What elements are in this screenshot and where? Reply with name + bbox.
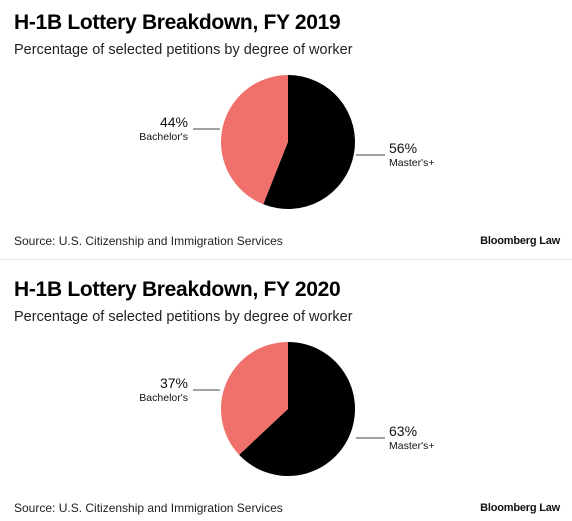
pie-chart: 37%Bachelor's 63%Master's+	[139, 342, 434, 476]
panel-divider	[0, 259, 572, 260]
pie-slice-bachelors	[221, 342, 288, 455]
category-label-masters: Master's+	[389, 157, 434, 169]
chart-title: H-1B Lottery Breakdown, FY 2020	[14, 278, 341, 301]
chart-panel-fy2019: H-1B Lottery Breakdown, FY 2019 Percenta…	[0, 0, 572, 254]
category-label-bachelors: Bachelor's	[139, 131, 188, 143]
pie-chart: 44%Bachelor's 56%Master's+	[139, 75, 434, 209]
data-label-masters: 63%	[389, 423, 417, 439]
category-label-masters: Master's+	[389, 440, 434, 452]
source-note: Source: U.S. Citizenship and Immigration…	[14, 234, 283, 248]
brand-logo: Bloomberg Law	[480, 235, 560, 247]
chart-panel-fy2020: H-1B Lottery Breakdown, FY 2020 Percenta…	[0, 267, 572, 521]
data-label-bachelors: 37%	[160, 375, 188, 391]
category-label-bachelors: Bachelor's	[139, 392, 188, 404]
data-label-masters: 56%	[389, 140, 417, 156]
chart-subtitle: Percentage of selected petitions by degr…	[14, 309, 353, 325]
pie-slice-masters	[263, 75, 355, 209]
data-label-bachelors: 44%	[160, 114, 188, 130]
chart-subtitle: Percentage of selected petitions by degr…	[14, 42, 353, 58]
brand-logo: Bloomberg Law	[480, 502, 560, 514]
chart-title: H-1B Lottery Breakdown, FY 2019	[14, 11, 341, 34]
pie-slice-masters	[239, 342, 356, 476]
source-note: Source: U.S. Citizenship and Immigration…	[14, 501, 283, 515]
pie-slice-bachelors	[220, 75, 288, 205]
